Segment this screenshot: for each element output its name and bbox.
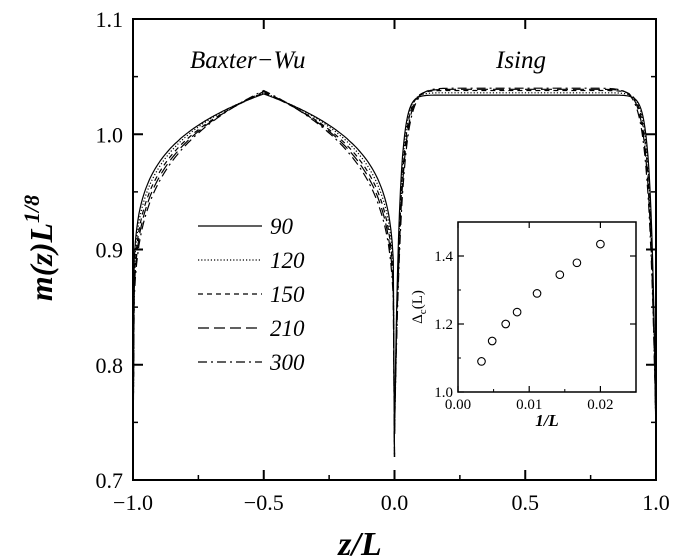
inset-y-axis-label: Δc(L) [410, 290, 429, 324]
series-line-ising [393, 89, 657, 434]
main-curves [132, 87, 657, 457]
series-line-ising [393, 94, 657, 434]
inset-data-point [487, 336, 497, 346]
y-tick-label: 0.7 [96, 468, 124, 493]
x-tick-label: 0.0 [381, 490, 409, 515]
series-line-ising [393, 88, 657, 434]
inset-y-tick-label: 1.4 [434, 249, 453, 265]
inset-data-point [501, 319, 511, 329]
x-axis-label: z/L [337, 526, 381, 558]
inset-x-tick-label: 0.02 [587, 397, 613, 413]
series-line-ising [393, 92, 657, 434]
x-tick-label: 1.0 [642, 490, 670, 515]
inset-data-point [512, 307, 522, 317]
legend-label: 150 [270, 282, 305, 307]
inset-plot: 0.00 0.01 0.02 1.0 1.2 1.4 1/L Δc(L) [410, 221, 637, 430]
x-tick-label: 0.5 [512, 490, 540, 515]
y-axis-label-main: m(z)L [23, 223, 59, 301]
series-150 [132, 89, 657, 457]
legend-label: 90 [270, 214, 294, 239]
inset-y-tick-label: 1.0 [434, 385, 453, 401]
annotation-ising: Ising [495, 47, 546, 74]
series-line-baxter-wu [132, 92, 396, 457]
y-tick-label: 1.0 [96, 122, 124, 147]
series-line-baxter-wu [132, 92, 396, 457]
x-tick-label: −1.0 [113, 490, 153, 515]
annotation-baxter-wu: Baxter−Wu [190, 47, 305, 74]
y-tick-label: 0.8 [96, 353, 124, 378]
y-tick-label: 0.9 [96, 238, 124, 263]
inset-x-axis-label: 1/L [535, 411, 559, 430]
y-axis-label: m(z)L1/8 [19, 195, 59, 301]
series-210 [132, 88, 657, 457]
inset-data-point [572, 258, 582, 268]
series-line-baxter-wu [132, 90, 396, 457]
inset-x-tick-label: 0.01 [516, 397, 542, 413]
main-ticks: −1.0 −0.5 0.0 0.5 1.0 0.7 0.8 0.9 1.0 1.1 [96, 7, 670, 515]
inset-data-point [596, 239, 605, 249]
inset-x-tick-label: 0.00 [445, 397, 471, 413]
inset-data-point [532, 289, 542, 298]
y-tick-label: 1.1 [96, 7, 124, 32]
inset-data-point [477, 357, 486, 366]
legend-label: 210 [270, 316, 305, 341]
y-axis-label-sup: 1/8 [19, 195, 44, 223]
series-90 [132, 93, 657, 457]
inset-border [457, 221, 637, 393]
series-line-baxter-wu [132, 89, 396, 457]
inset-y-tick-label: 1.2 [434, 317, 453, 333]
legend-label: 120 [270, 248, 305, 273]
series-line-baxter-wu [132, 93, 396, 457]
inset-data-point [555, 270, 565, 280]
legend-label: 300 [269, 350, 305, 375]
series-120 [132, 92, 657, 457]
series-line-ising [393, 87, 657, 434]
x-tick-label: −0.5 [244, 490, 284, 515]
legend: 90 120 150 210 300 [198, 214, 305, 375]
series-300 [132, 87, 657, 457]
